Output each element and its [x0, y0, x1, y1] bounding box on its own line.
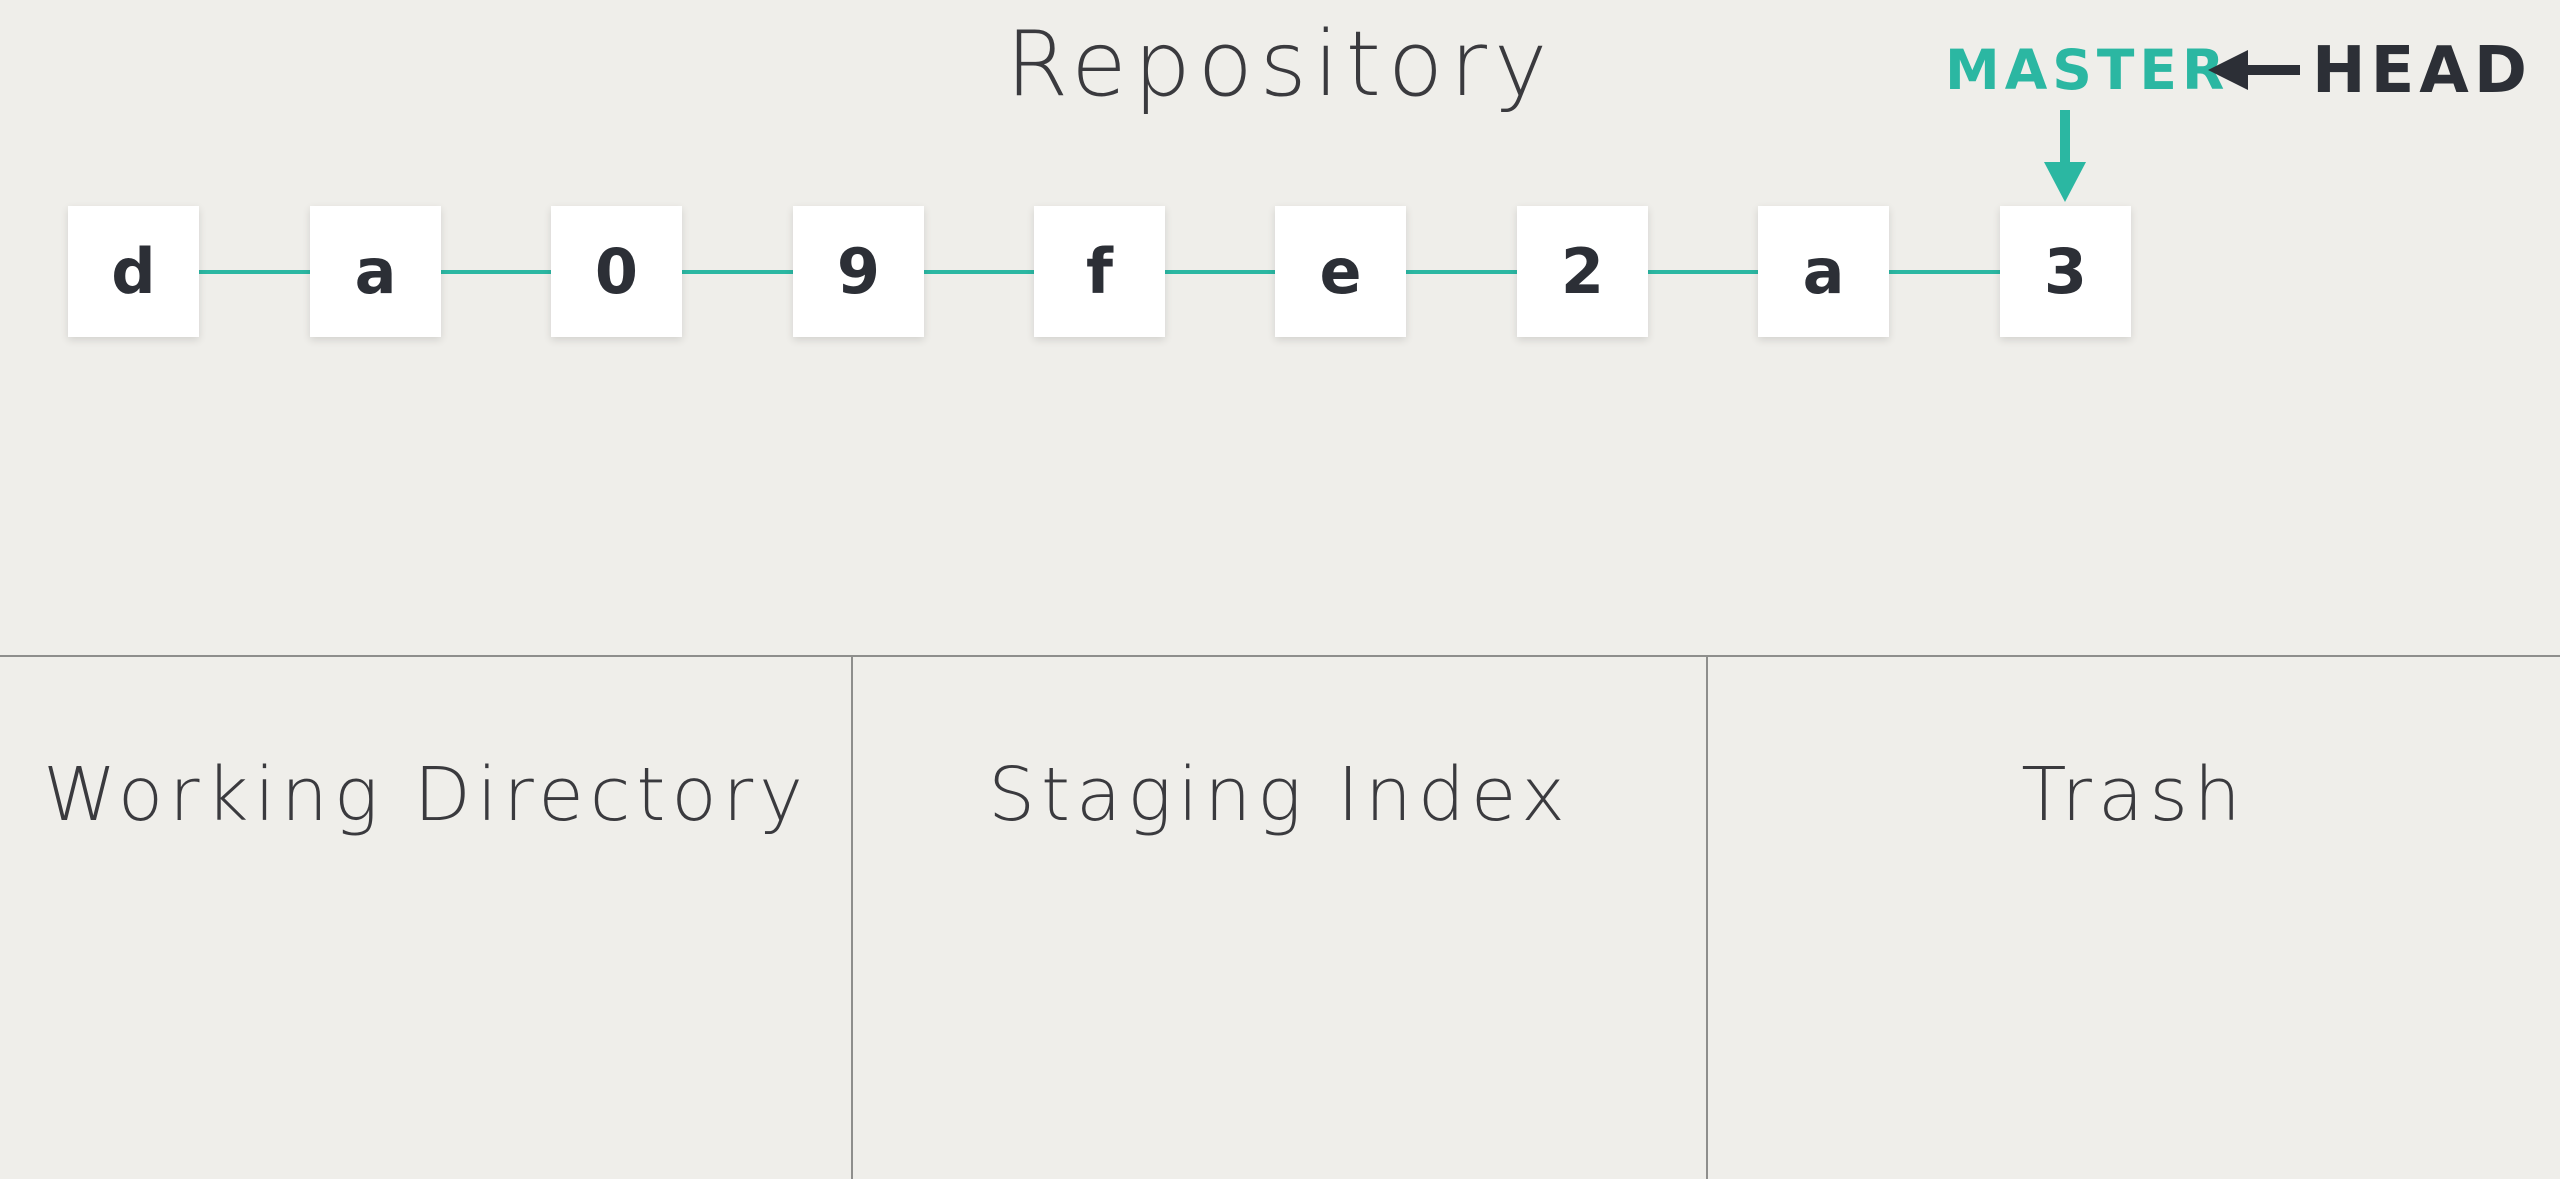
arrow-down-icon: [2044, 110, 2086, 202]
vertical-divider: [851, 656, 853, 1179]
staging-index-label: Staging Index: [988, 752, 1571, 838]
commit-node[interactable]: e: [1275, 206, 1406, 337]
master-branch-label: MASTER: [1945, 38, 2230, 102]
commit-node[interactable]: f: [1034, 206, 1165, 337]
commit-node[interactable]: a: [310, 206, 441, 337]
commit-node-latest[interactable]: 3: [2000, 206, 2131, 337]
commit-node[interactable]: d: [68, 206, 199, 337]
horizontal-divider: [0, 655, 2560, 657]
head-label: HEAD: [2312, 34, 2532, 108]
trash-label: Trash: [2021, 752, 2247, 838]
arrow-left-icon: [2208, 50, 2300, 90]
commit-node[interactable]: a: [1758, 206, 1889, 337]
commit-node[interactable]: 0: [551, 206, 682, 337]
repository-title: Repository: [1005, 12, 1555, 117]
vertical-divider: [1706, 656, 1708, 1179]
commit-node[interactable]: 2: [1517, 206, 1648, 337]
commit-node[interactable]: 9: [793, 206, 924, 337]
working-directory-label: Working Directory: [43, 752, 809, 838]
